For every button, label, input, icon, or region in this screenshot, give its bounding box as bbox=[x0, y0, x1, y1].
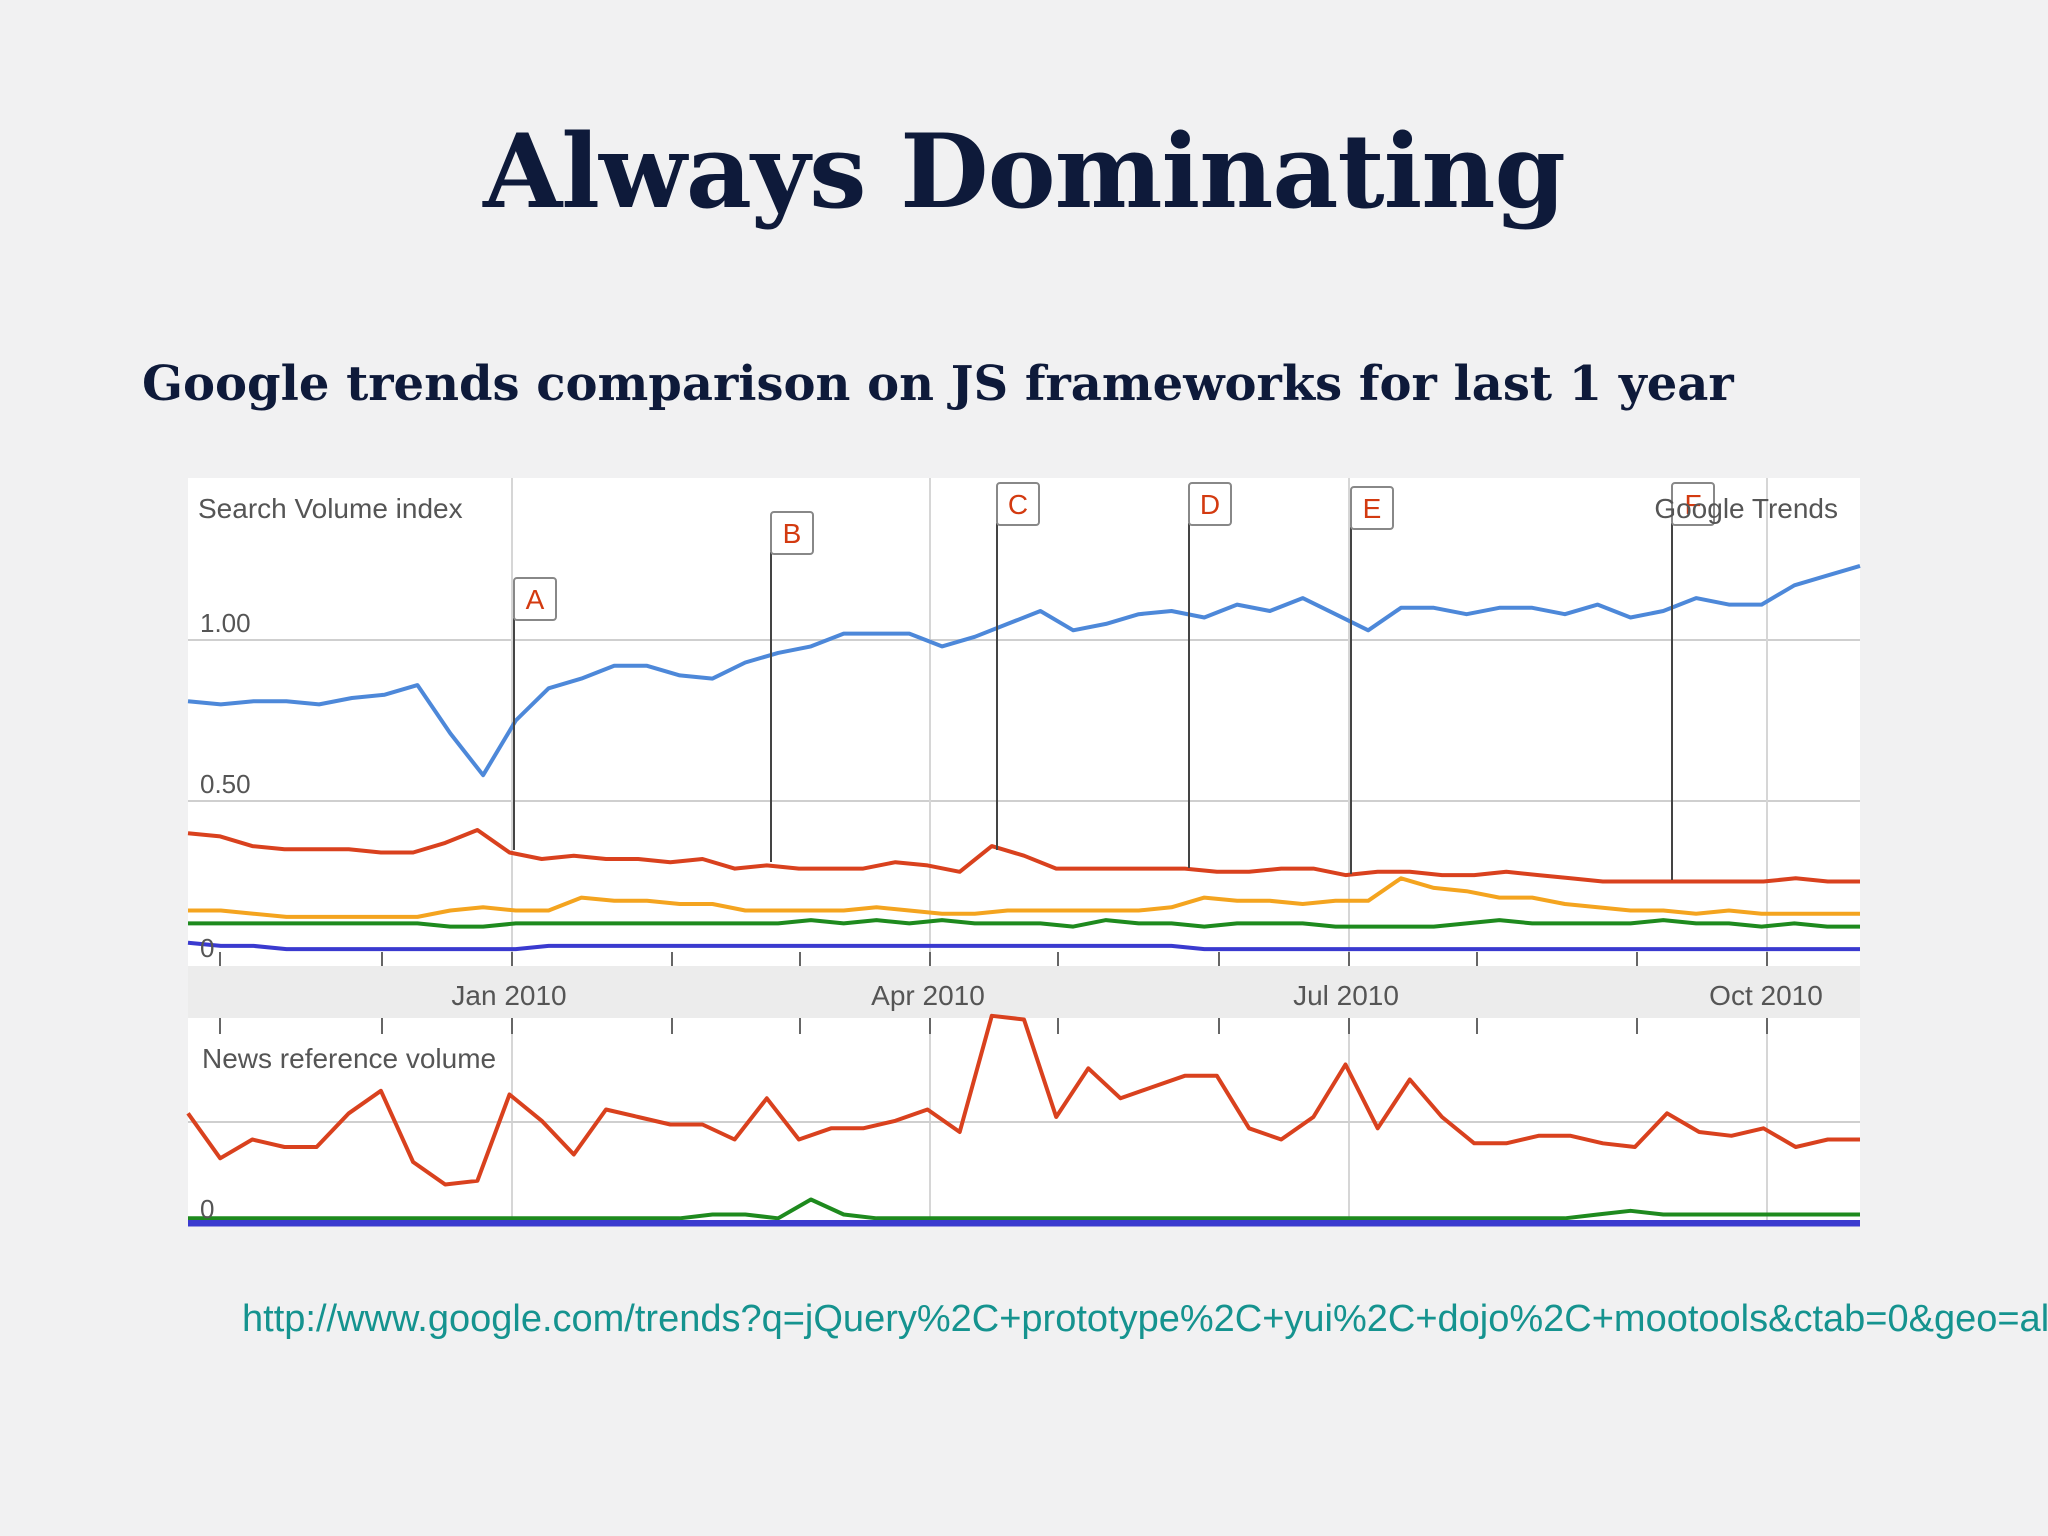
x-tick-label: Oct 2010 bbox=[1709, 980, 1823, 1011]
marker-label: B bbox=[783, 518, 802, 549]
search-series-line-2 bbox=[188, 876, 1860, 919]
date-axis-band bbox=[188, 966, 1860, 1018]
marker-box bbox=[513, 577, 557, 621]
news-series-line-0 bbox=[186, 1013, 1860, 1187]
marker-box bbox=[1188, 482, 1232, 526]
marker-label: C bbox=[1008, 489, 1028, 520]
marker-d[interactable]: D bbox=[1188, 482, 1232, 526]
marker-b[interactable]: B bbox=[770, 511, 814, 555]
news-series-line-1 bbox=[188, 1197, 1860, 1221]
marker-e[interactable]: E bbox=[1350, 486, 1394, 530]
y-tick-label: 1.00 bbox=[200, 608, 251, 638]
search-series-line-4 bbox=[187, 940, 1860, 952]
news-volume-title: News reference volume bbox=[202, 1043, 496, 1074]
search-plot-area bbox=[188, 478, 1860, 966]
marker-label: D bbox=[1200, 489, 1220, 520]
x-tick-label: Jul 2010 bbox=[1293, 980, 1399, 1011]
x-tick-label: Jan 2010 bbox=[451, 980, 566, 1011]
search-series-line-0 bbox=[187, 563, 1861, 778]
marker-box bbox=[1671, 482, 1715, 526]
marker-box bbox=[1350, 486, 1394, 530]
y-tick-label: 0.50 bbox=[200, 769, 251, 799]
marker-label: E bbox=[1363, 493, 1382, 524]
marker-label: A bbox=[526, 584, 545, 615]
marker-f[interactable]: F bbox=[1671, 482, 1715, 526]
marker-c[interactable]: C bbox=[996, 482, 1040, 526]
slide-title: Always Dominating bbox=[483, 112, 1566, 232]
marker-box bbox=[770, 511, 814, 555]
news-y-tick-label: 0 bbox=[200, 1194, 214, 1224]
search-volume-title: Search Volume index bbox=[198, 493, 463, 524]
google-trends-watermark: Google Trends bbox=[1654, 493, 1838, 524]
marker-box bbox=[996, 482, 1040, 526]
trends-url-link[interactable]: http://www.google.com/trends?q=jQuery%2C… bbox=[242, 1298, 2048, 1340]
slide-subtitle: Google trends comparison on JS framework… bbox=[142, 356, 1734, 412]
x-tick-label: Apr 2010 bbox=[871, 980, 985, 1011]
search-series-line-3 bbox=[188, 918, 1860, 929]
marker-a[interactable]: A bbox=[513, 577, 557, 621]
y-tick-label: 0 bbox=[200, 933, 214, 963]
marker-label: F bbox=[1684, 489, 1701, 520]
search-series-line-1 bbox=[187, 828, 1860, 884]
